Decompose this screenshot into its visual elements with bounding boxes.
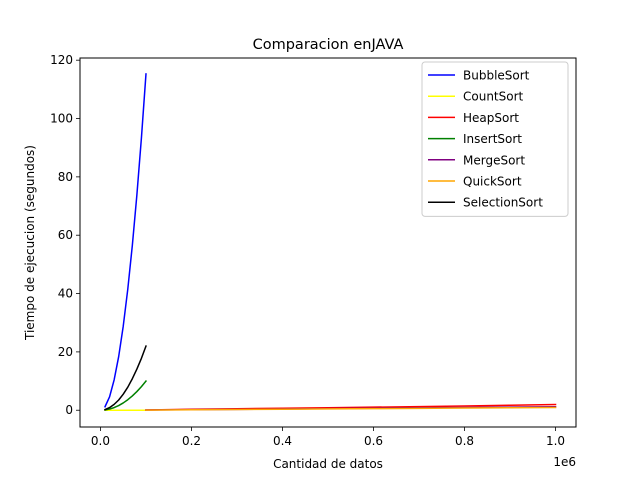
legend-label-quicksort: QuickSort	[463, 175, 522, 189]
x-axis: 0.0 0.2 0.4 0.6 0.8 1.0	[91, 427, 565, 448]
series-line-insertsort	[104, 380, 148, 411]
series-line-quicksort	[145, 406, 557, 411]
series-line-bubblesort	[104, 73, 147, 408]
x-tick-label: 0.0	[91, 434, 110, 448]
legend-frame	[421, 61, 569, 217]
series-line-selectionsort	[104, 345, 147, 411]
legend: BubbleSort CountSort HeapSort InsertSort Mer…	[421, 61, 569, 217]
y-tick-label: 120	[50, 53, 73, 67]
x-tick-label: 0.8	[455, 434, 474, 448]
x-tick-label: 0.6	[364, 434, 383, 448]
legend-label-countsort: CountSort	[463, 90, 524, 104]
y-tick-label: 60	[58, 228, 73, 242]
legend-label-heapsort: HeapSort	[463, 111, 519, 125]
chart-title: Comparacion enJAVA	[253, 37, 404, 53]
x-tick-label: 0.4	[273, 434, 292, 448]
series-layer	[104, 73, 557, 411]
y-tick-label: 80	[58, 170, 73, 184]
y-tick-label: 0	[65, 403, 73, 417]
legend-label-bubblesort: BubbleSort	[463, 69, 530, 83]
x-tick-label: 0.2	[182, 434, 201, 448]
y-tick-label: 20	[58, 345, 73, 359]
legend-label-mergesort: MergeSort	[463, 153, 525, 167]
plot-frame	[79, 57, 577, 428]
legend-label-selectionsort: SelectionSort	[463, 196, 543, 210]
y-tick-label: 40	[58, 287, 73, 301]
x-axis-title: Cantidad de datos	[273, 457, 383, 471]
y-axis-title: Tiempo de ejecucion (segundos)	[23, 145, 37, 341]
y-tick-label: 100	[50, 112, 73, 126]
legend-label-insertsort: InsertSort	[463, 132, 522, 146]
x-tick-label: 1.0	[546, 434, 565, 448]
y-axis: 0 20 40 60 80 100 120	[50, 53, 80, 417]
x-axis-offset-label: 1e6	[553, 455, 576, 469]
